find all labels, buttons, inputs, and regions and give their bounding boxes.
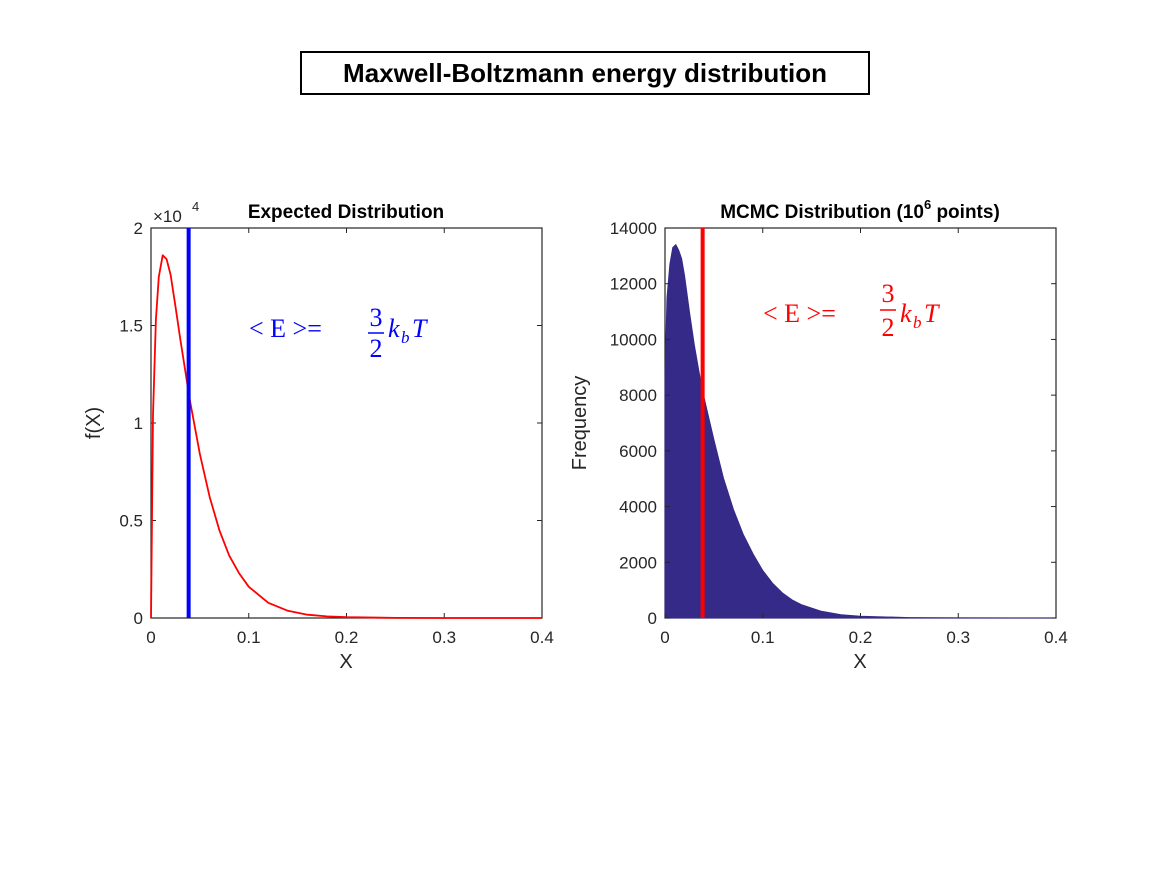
right-x-tick-label: 0.4: [1044, 628, 1068, 647]
right-x-tick-label: 0.3: [946, 628, 970, 647]
left-x-tick-label: 0: [146, 628, 155, 647]
right-x-axis-label: X: [853, 651, 866, 673]
expected-distribution-curve: [150, 254, 542, 619]
right-annotation-num: 3: [882, 279, 895, 308]
left-axes-box: [150, 227, 543, 619]
right-annotation-T: T: [924, 299, 940, 328]
right-y-tick-label: 6000: [619, 442, 657, 461]
left-annotation-num: 3: [370, 303, 383, 332]
right-mean-annotation: < E >= 3 2 k b T: [763, 279, 940, 342]
right-y-tick-label: 2000: [619, 553, 657, 572]
right-x-tick-label: 0: [660, 628, 669, 647]
left-y-exponent-base: ×10: [153, 207, 182, 226]
right-annotation-den: 2: [882, 313, 895, 342]
right-x-tick-label: 0.2: [849, 628, 873, 647]
left-x-tick-label: 0.3: [432, 628, 456, 647]
left-y-tick-label: 0: [134, 609, 143, 628]
figure-title: Maxwell-Boltzmann energy distribution: [300, 51, 870, 95]
left-annotation-k: k: [388, 314, 400, 343]
right-y-tick-label: 14000: [610, 219, 657, 238]
expected-distribution-chart: 0 0.1 0.2 0.3 0.4 0 0.5 1 1.5 2 Expected Distribu…: [83, 199, 554, 673]
right-title-sup: 6: [924, 197, 931, 212]
right-annotation-lhs: < E >=: [763, 299, 836, 328]
left-y-axis-label: f(X): [83, 407, 105, 439]
left-plot-area: [150, 228, 542, 619]
left-x-tick-label: 0.1: [237, 628, 261, 647]
right-x-tick-label: 0.1: [751, 628, 775, 647]
right-y-tick-label: 8000: [619, 386, 657, 405]
left-annotation-T: T: [412, 314, 428, 343]
left-y-exponent: ×10 4: [153, 199, 199, 226]
left-chart-title: Expected Distribution: [248, 202, 444, 223]
right-y-tick-label: 10000: [610, 330, 657, 349]
left-x-tick-label: 0.4: [530, 628, 554, 647]
right-y-tick-label: 4000: [619, 498, 657, 517]
left-annotation-lhs: < E >=: [249, 314, 322, 343]
right-chart-title: MCMC Distribution (106 points): [720, 197, 1000, 223]
right-annotation-sub: b: [913, 313, 922, 332]
left-x-axis-label: X: [339, 651, 352, 673]
left-y-tick-label: 0.5: [119, 512, 143, 531]
left-y-tick-label: 2: [134, 219, 143, 238]
left-annotation-sub: b: [401, 328, 410, 347]
left-annotation-den: 2: [370, 334, 383, 363]
right-title-main: MCMC Distribution (10: [720, 202, 924, 223]
mcmc-distribution-chart: 0 0.1 0.2 0.3 0.4 0 2000 4000 6000 8000 10000 12000…: [569, 197, 1068, 673]
right-annotation-k: k: [900, 299, 912, 328]
left-y-tick-label: 1: [134, 414, 143, 433]
right-y-tick-label: 0: [648, 609, 657, 628]
left-mean-annotation: < E >= 3 2 k b T: [249, 303, 428, 363]
right-y-tick-label: 12000: [610, 275, 657, 294]
left-y-tick-label: 1.5: [119, 317, 143, 336]
right-tick-group: 0 0.1 0.2 0.3 0.4 0 2000 4000 6000 8000 10000 12000…: [610, 219, 1068, 647]
right-y-axis-label: Frequency: [569, 376, 591, 471]
left-x-tick-label: 0.2: [335, 628, 359, 647]
left-y-exponent-power: 4: [192, 199, 199, 214]
right-title-end: points): [931, 202, 1000, 223]
